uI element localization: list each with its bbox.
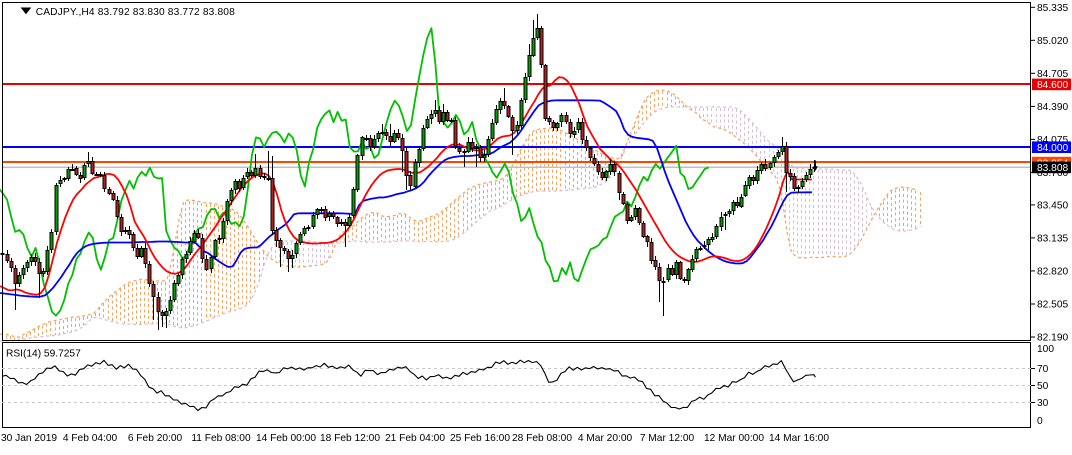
- svg-text:RSI(14) 59.7257: RSI(14) 59.7257: [6, 349, 81, 360]
- svg-text:21 Feb 04:00: 21 Feb 04:00: [385, 433, 445, 444]
- svg-text:7 Mar 12:00: 7 Mar 12:00: [640, 433, 695, 444]
- svg-text:84.705: 84.705: [1037, 69, 1068, 80]
- svg-text:30 Jan 2019: 30 Jan 2019: [1, 433, 57, 444]
- svg-text:82.190: 82.190: [1037, 333, 1068, 344]
- svg-text:CADJPY.,H4 83.792 83.830 83.7: CADJPY.,H4 83.792 83.830 83.772 83.808: [36, 7, 235, 18]
- svg-text:84.390: 84.390: [1037, 102, 1068, 113]
- svg-text:12 Mar 00:00: 12 Mar 00:00: [704, 433, 764, 444]
- svg-text:25 Feb 16:00: 25 Feb 16:00: [450, 433, 510, 444]
- svg-text:50: 50: [1037, 381, 1049, 392]
- svg-text:28 Feb 08:00: 28 Feb 08:00: [512, 433, 572, 444]
- svg-text:85.335: 85.335: [1037, 3, 1068, 14]
- svg-text:4 Mar 20:00: 4 Mar 20:00: [578, 433, 633, 444]
- svg-text:83.808: 83.808: [1037, 163, 1068, 174]
- svg-text:6 Feb 20:00: 6 Feb 20:00: [128, 433, 183, 444]
- svg-text:83.450: 83.450: [1037, 200, 1068, 211]
- svg-text:70: 70: [1037, 364, 1049, 375]
- svg-text:85.020: 85.020: [1037, 36, 1068, 47]
- svg-text:83.760: 83.760: [1037, 168, 1068, 179]
- svg-text:14 Feb 00:00: 14 Feb 00:00: [256, 433, 316, 444]
- svg-text:30: 30: [1037, 398, 1049, 409]
- svg-text:84.600: 84.600: [1037, 80, 1068, 91]
- svg-text:84.075: 84.075: [1037, 135, 1068, 146]
- svg-text:82.820: 82.820: [1037, 266, 1068, 277]
- svg-text:82.505: 82.505: [1037, 300, 1068, 311]
- svg-text:83.135: 83.135: [1037, 233, 1068, 244]
- svg-text:100: 100: [1037, 344, 1054, 355]
- svg-text:0: 0: [1037, 416, 1043, 427]
- svg-text:4 Feb 04:00: 4 Feb 04:00: [63, 433, 118, 444]
- svg-text:18 Feb 12:00: 18 Feb 12:00: [320, 433, 380, 444]
- svg-text:84.000: 84.000: [1037, 143, 1068, 154]
- svg-text:11 Feb 08:00: 11 Feb 08:00: [191, 433, 251, 444]
- svg-text:14 Mar 16:00: 14 Mar 16:00: [769, 433, 829, 444]
